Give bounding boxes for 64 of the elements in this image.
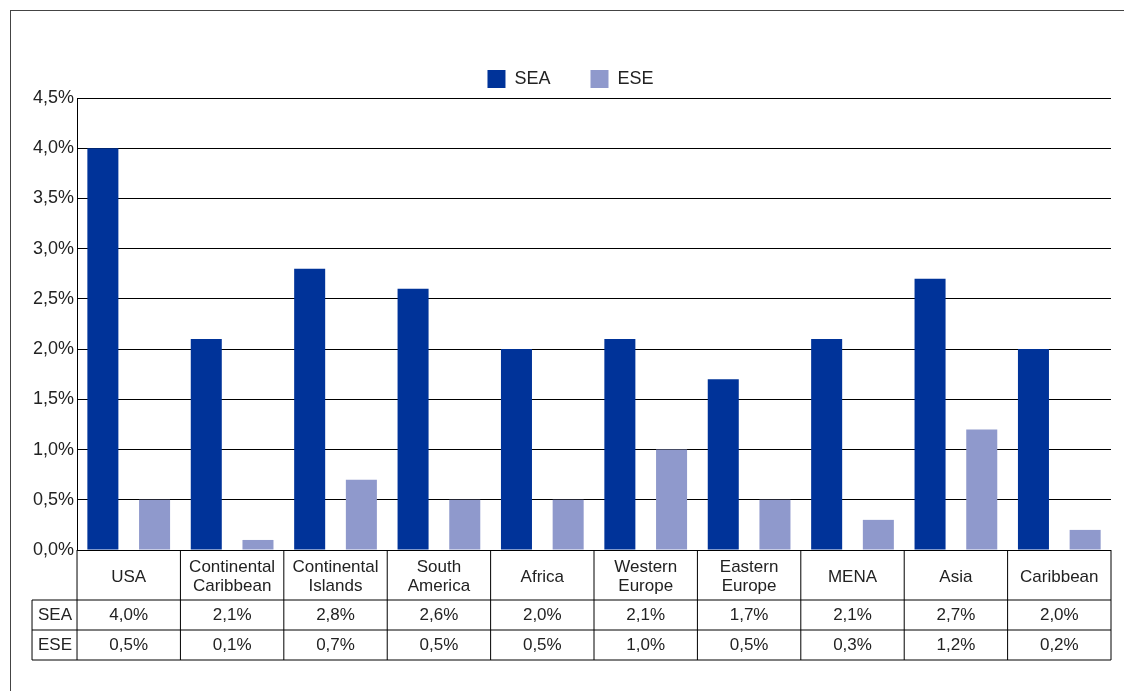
data-label: 1,0% <box>626 634 666 654</box>
data-label: 2,0% <box>522 604 562 624</box>
bar <box>294 268 326 550</box>
data-label: 0,5% <box>729 634 769 654</box>
x-tick-label: USA <box>111 566 147 586</box>
legend-label: SEA <box>514 67 551 88</box>
data-label: 1,2% <box>936 634 976 654</box>
bar <box>345 479 377 550</box>
bar <box>656 449 688 550</box>
bar <box>1017 349 1049 550</box>
bar <box>914 278 946 550</box>
data-label: 2,1% <box>212 604 252 624</box>
bar <box>707 379 739 550</box>
x-tick-label: Asia <box>939 566 973 586</box>
y-tick-label: 3,0% <box>33 237 75 258</box>
x-tick-label: South America <box>407 557 471 596</box>
data-label: 0,5% <box>522 634 562 654</box>
y-tick-label: 4,5% <box>33 86 75 107</box>
data-label: 2,6% <box>419 604 459 624</box>
y-tick-label: 0,0% <box>33 538 75 559</box>
x-tick-label: MENA <box>827 566 878 586</box>
bar <box>966 429 998 550</box>
bar <box>397 288 429 550</box>
y-tick-label: 4,0% <box>33 137 75 158</box>
bar <box>242 539 274 550</box>
text: SEA <box>38 604 73 624</box>
text: ESE <box>38 634 73 654</box>
data-label: 0,5% <box>419 634 459 654</box>
bar <box>87 148 119 550</box>
legend-label: ESE <box>617 67 654 88</box>
bar <box>604 339 636 550</box>
data-label: 2,1% <box>833 604 872 624</box>
x-tick-label: Western Europe <box>614 557 678 596</box>
x-tick-label: Continental Caribbean <box>189 557 276 596</box>
data-label: 0,3% <box>833 634 872 654</box>
y-tick-label: 3,5% <box>33 187 75 208</box>
bar <box>1069 529 1101 550</box>
data-label: 0,2% <box>1039 634 1079 654</box>
bar <box>862 519 894 550</box>
data-label: 2,7% <box>936 604 976 624</box>
data-label: 0,5% <box>109 634 149 654</box>
y-tick-label: 2,5% <box>33 287 75 308</box>
bar <box>190 339 222 550</box>
bar <box>552 499 584 550</box>
bar <box>811 339 843 550</box>
bar <box>449 499 481 550</box>
y-tick-label: 2,0% <box>33 338 75 359</box>
data-label: 4,0% <box>109 604 149 624</box>
data-label: 1,7% <box>729 604 769 624</box>
data-label: 2,0% <box>1039 604 1079 624</box>
x-tick-label: Caribbean <box>1020 566 1099 586</box>
x-tick-label: Africa <box>520 566 565 586</box>
bar <box>500 349 532 550</box>
y-tick-label: 1,0% <box>33 438 75 459</box>
data-label: 0,7% <box>316 634 355 654</box>
x-tick-label: Continental Islands <box>292 557 379 596</box>
x-tick-label: Eastern Europe <box>719 557 779 596</box>
data-label: 0,1% <box>212 634 252 654</box>
bar <box>139 499 171 550</box>
y-tick-label: 0,5% <box>33 488 75 509</box>
y-tick-label: 1,5% <box>33 388 75 409</box>
data-label: 2,1% <box>626 604 666 624</box>
bar <box>759 499 791 550</box>
data-label: 2,8% <box>316 604 355 624</box>
